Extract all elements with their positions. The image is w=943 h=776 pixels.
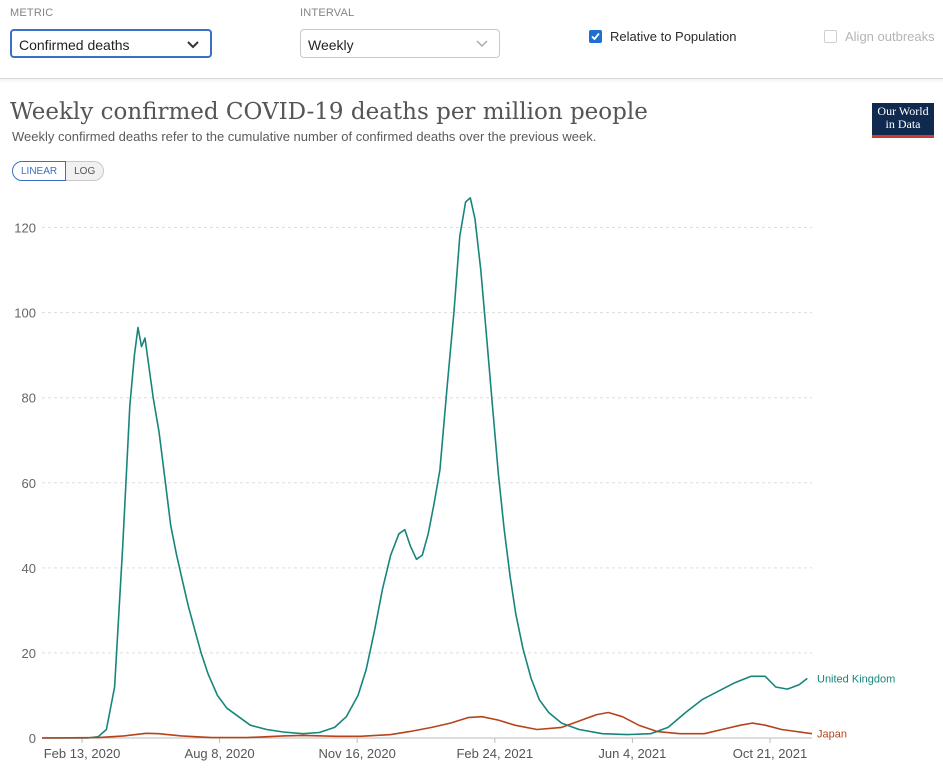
x-tick-label: Jun 4, 2021: [598, 746, 666, 761]
x-tick-label: Nov 16, 2020: [319, 746, 396, 761]
x-tick-label: Feb 24, 2021: [456, 746, 533, 761]
series-line-japan: [41, 711, 813, 739]
scale-toggle: LINEAR LOG: [12, 161, 105, 181]
y-tick-label: 0: [29, 731, 36, 746]
interval-select[interactable]: Weekly: [300, 29, 500, 58]
linear-scale-button[interactable]: LINEAR: [12, 161, 67, 181]
metric-select[interactable]: Confirmed deaths: [10, 29, 212, 58]
y-tick-label: 60: [22, 476, 36, 491]
chevron-down-icon: [476, 40, 488, 48]
y-tick-label: 100: [14, 306, 36, 321]
x-tick-label: Oct 21, 2021: [733, 746, 807, 761]
align-outbreaks-label: Align outbreaks: [845, 29, 935, 44]
logo-line-1: Our World: [877, 104, 929, 118]
metric-label: METRIC: [10, 7, 54, 19]
series-label-japan: Japan: [817, 729, 847, 741]
interval-label: INTERVAL: [300, 7, 355, 19]
y-tick-label: 80: [22, 391, 36, 406]
y-tick-label: 120: [14, 221, 36, 236]
owid-logo[interactable]: Our World in Data: [872, 103, 934, 138]
series-line-united-kingdom: [42, 197, 808, 739]
x-tick-label: Feb 13, 2020: [44, 746, 121, 761]
checkbox-unchecked-icon: [824, 30, 837, 43]
y-tick-label: 40: [22, 561, 36, 576]
chart-subtitle: Weekly confirmed deaths refer to the cum…: [12, 129, 597, 144]
metric-select-value: Confirmed deaths: [19, 37, 130, 53]
line-chart: 0 20 40 60 80 100 120 Feb 13, 2020 Aug 8, 2020 No…: [14, 197, 895, 761]
y-tick-label: 20: [22, 646, 36, 661]
chevron-down-icon: [187, 41, 199, 49]
logo-line-2: in Data: [885, 117, 921, 131]
series-label-united-kingdom: United Kingdom: [817, 673, 895, 685]
checkbox-checked-icon: [589, 30, 602, 43]
chart-title: Weekly confirmed COVID-19 deaths per mil…: [10, 99, 648, 125]
x-tick-label: Aug 8, 2020: [185, 746, 255, 761]
log-scale-button[interactable]: LOG: [66, 161, 105, 181]
controls-bar: METRIC Confirmed deaths INTERVAL Weekly …: [0, 0, 943, 79]
relative-to-population-label: Relative to Population: [610, 29, 737, 44]
interval-select-value: Weekly: [308, 37, 354, 53]
